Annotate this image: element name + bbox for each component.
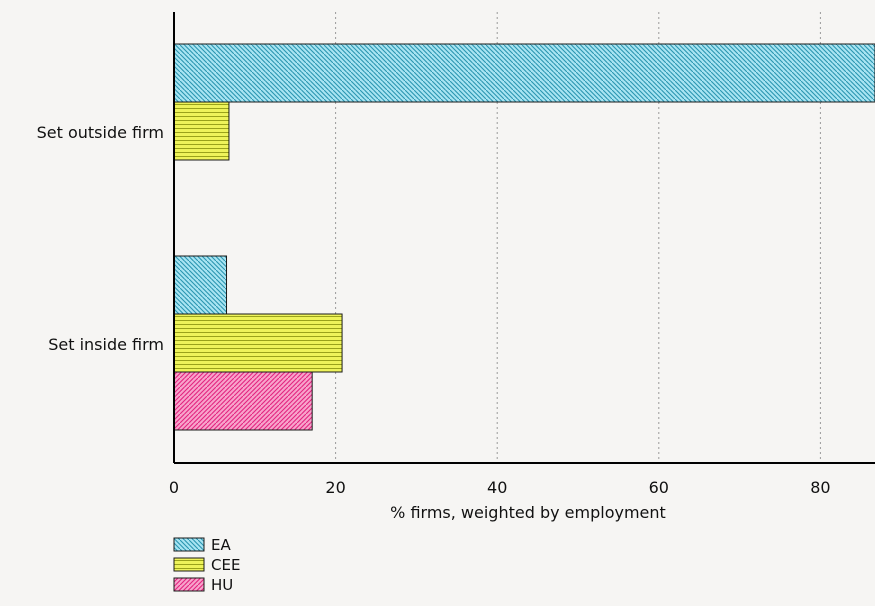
legend-swatch-ea xyxy=(173,537,205,552)
axes xyxy=(173,12,875,464)
legend-label-cee: CEE xyxy=(211,556,240,574)
bar-cee-1 xyxy=(173,313,343,373)
x-tick-label-40: 40 xyxy=(487,478,507,497)
bars xyxy=(173,43,875,431)
x-tick-label-60: 60 xyxy=(649,478,669,497)
x-axis-title: % firms, weighted by employment xyxy=(390,503,666,522)
bar-ea-1 xyxy=(173,255,228,315)
category-label-1: Set inside firm xyxy=(48,335,164,354)
x-tick-label-20: 20 xyxy=(325,478,345,497)
x-tick-label-80: 80 xyxy=(810,478,830,497)
bar-hu-1 xyxy=(173,371,313,431)
legend-swatch-hu xyxy=(173,577,205,592)
legend-label-ea: EA xyxy=(211,536,231,554)
bar-ea-0 xyxy=(173,43,875,103)
legend-swatch-cee xyxy=(173,557,205,572)
category-labels: Set outside firm Set inside firm xyxy=(37,123,164,354)
x-ticks: 0 20 40 60 80 xyxy=(169,478,831,497)
category-label-0: Set outside firm xyxy=(37,123,164,142)
x-tick-label-0: 0 xyxy=(169,478,179,497)
legend-label-hu: HU xyxy=(211,576,233,594)
bar-cee-0 xyxy=(173,101,230,161)
legend: EA CEE HU xyxy=(173,536,240,594)
